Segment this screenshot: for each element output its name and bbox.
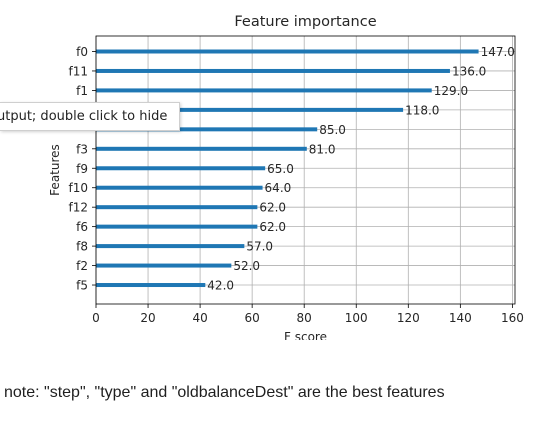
y-tick-label-f11: f11: [69, 64, 89, 78]
bar-f11: [96, 68, 450, 73]
x-tick-label: 140: [449, 311, 472, 325]
y-tick-label-f3: f3: [76, 142, 88, 156]
value-labels: 147.0 136.0 129.0 118.0 85.0 81.0 65.0 64.0 62.0…: [207, 45, 515, 293]
bar-f10: [96, 185, 263, 190]
y-tick-label-f10: f10: [69, 181, 89, 195]
feature-importance-chart: 0 20 40 60 80 100 120 140 160 f0f11f1f3f9f10f12f…: [48, 14, 524, 340]
bar-f12: [96, 205, 258, 210]
bar-f4: [96, 127, 318, 132]
chart-title: Feature importance: [234, 14, 376, 30]
bar-f7: [96, 107, 404, 112]
value-label-f12: 62.0: [259, 201, 286, 215]
note-text: note: "step", "type" and "oldbalanceDest…: [4, 384, 445, 401]
y-tick-label-f6: f6: [76, 220, 88, 234]
value-label-f0: 147.0: [481, 45, 515, 59]
x-tick-label: 120: [397, 311, 420, 325]
x-tick-label: 100: [345, 311, 368, 325]
y-tick-label-f2: f2: [76, 259, 88, 273]
value-label-f1: 129.0: [434, 84, 468, 98]
x-tick-label: 0: [92, 311, 100, 325]
value-label-f9: 65.0: [267, 162, 294, 176]
y-tick-label-f0: f0: [76, 45, 88, 59]
bars: [96, 49, 479, 288]
y-tick-label-f1: f1: [76, 84, 88, 98]
x-axis-label: F score: [284, 330, 327, 340]
bar-f1: [96, 88, 432, 93]
x-tick-label: 40: [192, 311, 207, 325]
bar-f3: [96, 146, 307, 151]
bar-f6: [96, 224, 258, 229]
bar-f8: [96, 244, 245, 249]
output-collapse-tooltip-text: utput; double click to hide: [0, 109, 168, 124]
y-axis-label: Features: [48, 144, 62, 196]
y-tick-label-f8: f8: [76, 240, 88, 254]
bar-f0: [96, 49, 479, 54]
value-label-f3: 81.0: [309, 142, 336, 156]
bar-f9: [96, 166, 266, 171]
x-tick-label: 20: [140, 311, 155, 325]
y-tick-label-f9: f9: [76, 162, 88, 176]
value-label-f4: 85.0: [319, 123, 346, 137]
value-label-f11: 136.0: [452, 64, 486, 78]
value-label-f5: 42.0: [207, 279, 234, 293]
x-ticks: 0 20 40 60 80 100 120 140 160: [92, 304, 524, 325]
value-label-f2: 52.0: [233, 259, 260, 273]
x-tick-label: 160: [501, 311, 524, 325]
x-tick-label: 60: [245, 311, 260, 325]
value-label-f6: 62.0: [259, 220, 286, 234]
value-label-f10: 64.0: [265, 181, 292, 195]
x-tick-label: 80: [297, 311, 312, 325]
output-collapse-tooltip[interactable]: utput; double click to hide: [0, 102, 180, 131]
bar-f5: [96, 283, 206, 288]
y-tick-label-f5: f5: [76, 279, 88, 293]
y-ticks: f0 f11 f1 f3 f9 f10 f12 f6 f8 f2 f5: [69, 45, 96, 293]
bar-f2: [96, 263, 232, 268]
value-label-f7: 118.0: [405, 103, 439, 117]
y-tick-label-f12: f12: [69, 201, 89, 215]
value-label-f8: 57.0: [246, 240, 273, 254]
plot-frame: [95, 35, 516, 305]
